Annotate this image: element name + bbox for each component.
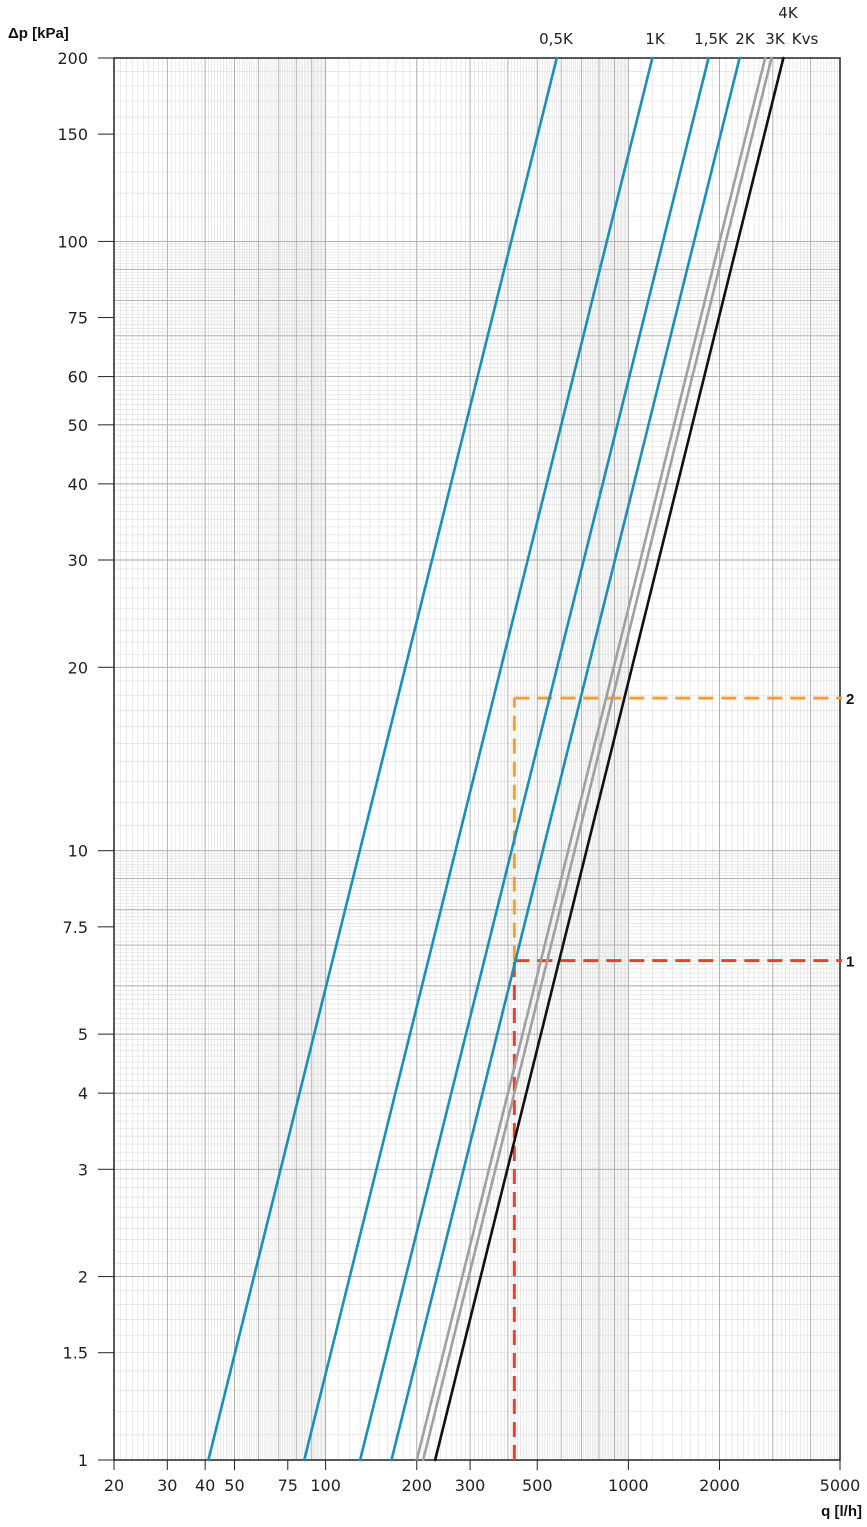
x-tick-label: 75 [278, 1476, 298, 1495]
curve-label: 1K [645, 30, 666, 48]
x-tick-label: 200 [401, 1476, 432, 1495]
x-tick-label: 300 [455, 1476, 486, 1495]
series-line-0 [207, 56, 559, 1462]
y-tick-label: 30 [68, 551, 88, 570]
reference-line-label: 1 [846, 954, 854, 971]
y-tick-label: 60 [68, 368, 88, 387]
y-tick-label: 7.5 [63, 918, 88, 937]
x-tick-label: 20 [104, 1476, 124, 1495]
x-tick-label: 50 [224, 1476, 244, 1495]
y-tick-label: 200 [57, 49, 88, 68]
series-line-1 [302, 56, 654, 1462]
curve-label: 1,5K [694, 30, 729, 48]
series-lines [207, 56, 785, 1462]
y-tick-label: 150 [57, 125, 88, 144]
x-tick-label: 500 [522, 1476, 553, 1495]
y-tick-label: 1.5 [63, 1344, 88, 1363]
x-tick-label: 100 [310, 1476, 341, 1495]
reference-line-label: 2 [846, 691, 854, 708]
series-line-4 [415, 56, 767, 1462]
y-tick-label: 10 [68, 842, 88, 861]
curve-label: 0,5K [539, 30, 574, 48]
x-axis-title: q [l/h] [821, 1503, 862, 1520]
y-tick-label: 2 [78, 1268, 88, 1287]
series-line-6 [433, 56, 785, 1462]
series-line-2 [358, 56, 710, 1462]
x-tick-label: 2000 [699, 1476, 740, 1495]
series-line-3 [390, 56, 741, 1462]
y-tick-label: 20 [68, 658, 88, 677]
grid [113, 57, 841, 1461]
curve-label: 3K [765, 30, 786, 48]
y-tick-label: 1 [78, 1451, 88, 1470]
y-tick-label: 75 [68, 309, 88, 328]
y-tick-label: 5 [78, 1025, 88, 1044]
y-tick-label: 100 [57, 232, 88, 251]
curve-label: 4K [778, 4, 799, 22]
reference-lines: 12 [512, 691, 854, 1460]
curve-labels: 0,5K 1K 1,5K 2K 3K 4K Kvs [539, 4, 818, 48]
x-tick-label: 5000 [820, 1476, 861, 1495]
y-tick-label: 4 [78, 1084, 88, 1103]
plot-frame [113, 57, 841, 1461]
y-tick-label: 40 [68, 475, 88, 494]
series-line-5 [421, 56, 773, 1462]
curve-label: Kvs [792, 30, 819, 48]
y-axis-title: Δp [kPa] [8, 25, 69, 42]
x-tick-label: 40 [195, 1476, 215, 1495]
x-tick-label: 30 [157, 1476, 177, 1495]
y-tick-label: 3 [78, 1160, 88, 1179]
x-tick-label: 1000 [608, 1476, 649, 1495]
curve-label: 2K [735, 30, 756, 48]
y-tick-label: 50 [68, 416, 88, 435]
